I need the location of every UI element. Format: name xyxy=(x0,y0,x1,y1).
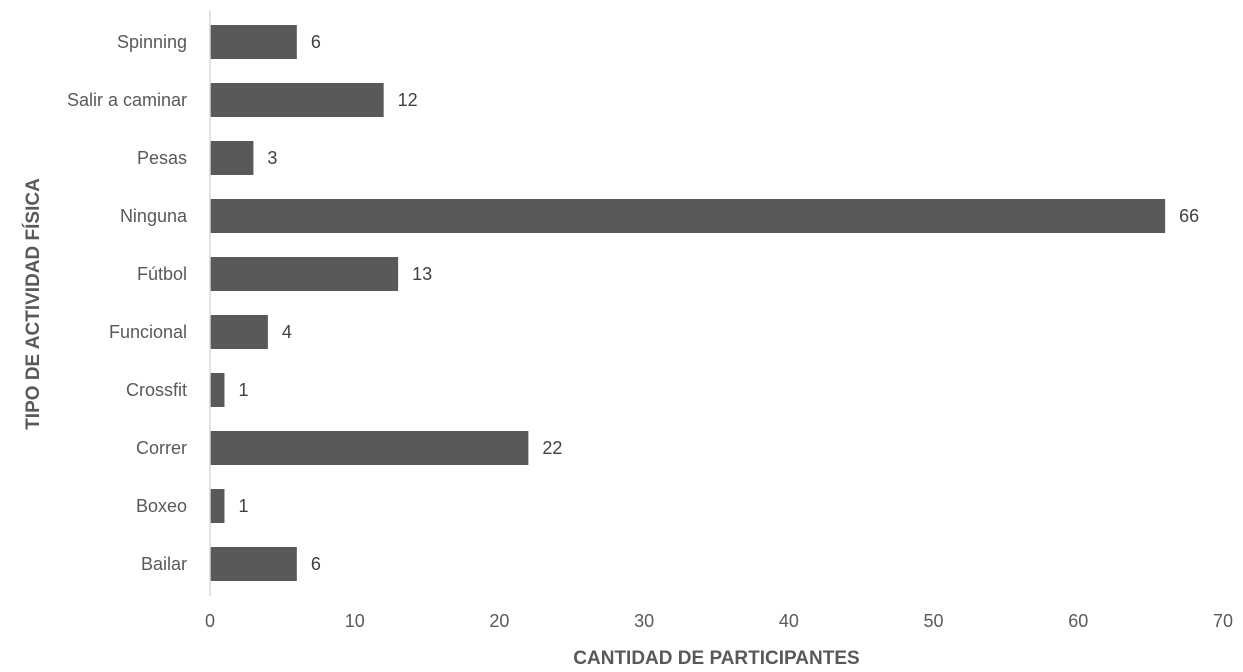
x-tick-label-4: 40 xyxy=(779,611,799,631)
category-label-7: Correr xyxy=(136,438,187,458)
value-label-3: 66 xyxy=(1179,206,1199,226)
category-label-8: Boxeo xyxy=(136,496,187,516)
value-label-0: 6 xyxy=(311,32,321,52)
x-tick-label-7: 70 xyxy=(1213,611,1233,631)
x-tick-label-1: 10 xyxy=(345,611,365,631)
value-label-1: 12 xyxy=(398,90,418,110)
category-label-5: Funcional xyxy=(109,322,187,342)
x-tick-label-3: 30 xyxy=(634,611,654,631)
category-label-9: Bailar xyxy=(141,554,187,574)
bar-4 xyxy=(210,257,398,291)
category-label-0: Spinning xyxy=(117,32,187,52)
value-label-4: 13 xyxy=(412,264,432,284)
y-axis-title: TIPO DE ACTIVIDAD FÍSICA xyxy=(22,178,44,430)
x-tick-label-6: 60 xyxy=(1068,611,1088,631)
value-label-6: 1 xyxy=(238,380,248,400)
bar-1 xyxy=(210,83,384,117)
bar-6 xyxy=(210,373,224,407)
x-tick-label-2: 20 xyxy=(489,611,509,631)
value-label-8: 1 xyxy=(238,496,248,516)
bar-2 xyxy=(210,141,253,175)
x-axis-title: CANTIDAD DE PARTICIPANTES xyxy=(573,648,859,669)
category-label-2: Pesas xyxy=(137,148,187,168)
category-labels-group: Spinning Salir a caminar Pesas Ninguna Fútbo… xyxy=(67,32,188,574)
bar-3 xyxy=(210,199,1165,233)
bar-0 xyxy=(210,25,297,59)
bar-8 xyxy=(210,489,224,523)
x-tick-labels-group: 0 10 20 30 40 50 60 70 xyxy=(205,611,1233,631)
bar-7 xyxy=(210,431,528,465)
x-tick-label-0: 0 xyxy=(205,611,215,631)
bar-9 xyxy=(210,547,297,581)
category-label-3: Ninguna xyxy=(120,206,188,226)
category-label-4: Fútbol xyxy=(137,264,187,284)
category-label-1: Salir a caminar xyxy=(67,90,187,110)
value-label-5: 4 xyxy=(282,322,292,342)
value-label-9: 6 xyxy=(311,554,321,574)
category-label-6: Crossfit xyxy=(126,380,187,400)
bars-group xyxy=(210,25,1165,581)
x-tick-label-5: 50 xyxy=(924,611,944,631)
value-label-7: 22 xyxy=(542,438,562,458)
bar-5 xyxy=(210,315,268,349)
value-label-2: 3 xyxy=(267,148,277,168)
